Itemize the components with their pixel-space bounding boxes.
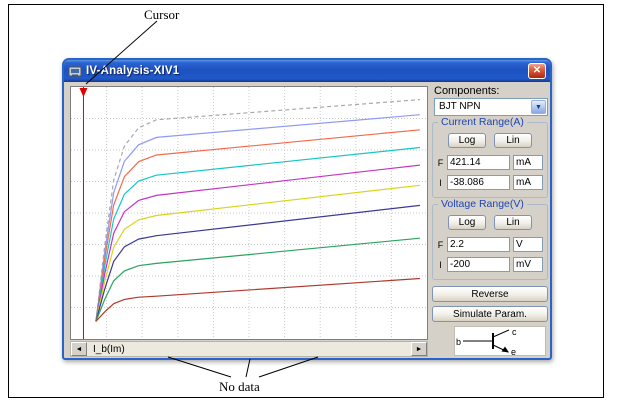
reverse-button[interactable]: Reverse	[432, 286, 548, 302]
current-lin-button[interactable]: Lin	[494, 133, 532, 148]
title-bar[interactable]: IV-Analysis-XIV1 ✕	[64, 60, 550, 82]
voltage-final-label: F	[437, 239, 444, 250]
components-dropdown-value: BJT NPN	[439, 101, 481, 112]
npn-transistor-icon: b c e	[456, 327, 517, 357]
svg-text:b: b	[456, 337, 461, 347]
transistor-symbol-image: b c e	[454, 326, 546, 357]
window-icon	[68, 66, 82, 77]
current-initial-unit: mA	[513, 175, 543, 190]
scroll-left-arrow-icon[interactable]: ◄	[71, 342, 87, 356]
figure-border	[8, 4, 604, 398]
svg-text:e: e	[511, 347, 516, 355]
current-final-unit: mA	[513, 155, 543, 170]
voltage-range-title: Voltage Range(V)	[438, 198, 527, 210]
voltage-range-group: Voltage Range(V) Log Lin F 2.2 V I -200 …	[432, 198, 548, 280]
chevron-down-icon[interactable]: ▼	[531, 100, 546, 114]
plot-area[interactable]	[70, 86, 428, 340]
voltage-initial-input[interactable]: -200	[447, 257, 510, 272]
plot-scrollbar[interactable]: ◄ I_b(Im) ►	[70, 341, 428, 357]
voltage-lin-button[interactable]: Lin	[494, 215, 532, 230]
current-range-title: Current Range(A)	[438, 116, 527, 128]
voltage-initial-unit: mV	[513, 257, 543, 272]
voltage-initial-label: I	[439, 259, 442, 270]
current-log-button[interactable]: Log	[448, 133, 486, 148]
simulate-param-button[interactable]: Simulate Param.	[432, 306, 548, 322]
x-axis-variable-label: I_b(Im)	[93, 343, 125, 355]
iv-analysis-window: IV-Analysis-XIV1 ✕ ◄ I_b(Im) ► Component…	[62, 58, 552, 360]
window-title: IV-Analysis-XIV1	[86, 65, 180, 77]
current-initial-label: I	[439, 177, 442, 188]
plot-canvas[interactable]	[71, 87, 427, 339]
voltage-final-input[interactable]: 2.2	[447, 237, 510, 252]
components-label: Components:	[434, 85, 500, 97]
voltage-log-button[interactable]: Log	[448, 215, 486, 230]
scroll-right-arrow-icon[interactable]: ►	[411, 342, 427, 356]
cursor-annotation-label: Cursor	[144, 7, 180, 22]
voltage-final-unit: V	[513, 237, 543, 252]
close-button[interactable]: ✕	[528, 63, 546, 79]
current-final-label: F	[437, 157, 444, 168]
components-dropdown[interactable]: BJT NPN ▼	[434, 98, 548, 116]
current-final-input[interactable]: 421.14	[447, 155, 510, 170]
current-initial-input[interactable]: -38.086	[447, 175, 510, 190]
svg-text:c: c	[512, 327, 517, 337]
current-range-group: Current Range(A) Log Lin F 421.14 mA I -…	[432, 116, 548, 198]
no-data-annotation-label: No data	[219, 379, 260, 394]
